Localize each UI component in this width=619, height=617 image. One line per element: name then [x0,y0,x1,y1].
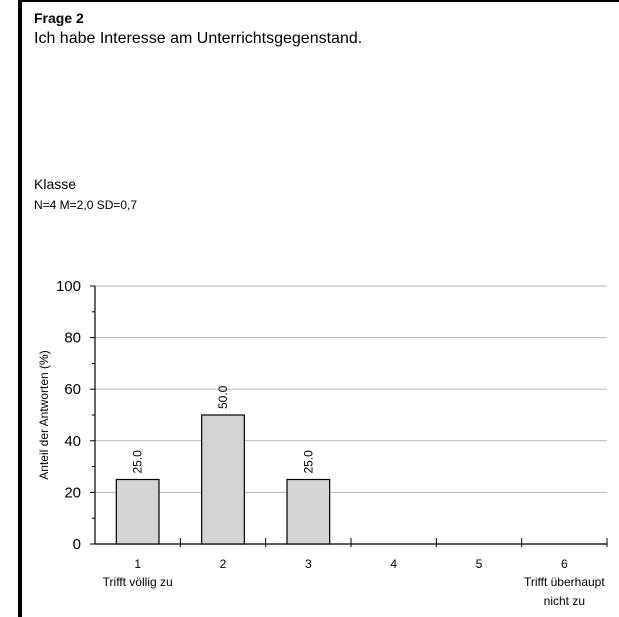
x-tick-label: 2 [220,557,227,571]
bar [286,478,331,545]
frame-left-edge [18,0,20,617]
x-tick-label: 3 [305,557,312,571]
y-tick-label: 100 [56,278,81,295]
bar [201,414,245,545]
x-tick-label: 6 [561,557,568,571]
x-sublabel-last-line2: nicht zu [544,594,585,608]
y-axis-title: Anteil der Antworten (%) [37,350,51,479]
value-label: 50.0 [216,385,230,409]
bar [115,478,160,545]
y-tick-label: 40 [64,433,81,450]
question-text: Ich habe Interesse am Unterrichtsgegenst… [34,30,363,47]
question-title: Frage 2 [34,10,84,26]
x-tick-label: 1 [134,557,141,571]
y-tick-label: 60 [64,381,81,398]
y-tick-label: 80 [64,330,81,347]
y-tick-label: 20 [64,484,81,501]
x-sublabel-first: Trifft völlig zu [103,575,173,589]
x-tick-label: 5 [476,557,483,571]
y-tick-label: 0 [73,536,81,553]
x-tick-label: 4 [390,557,397,571]
x-sublabel-last-line1: Trifft überhaupt [524,575,605,589]
group-label: Klasse [34,176,77,192]
value-label: 25.0 [301,450,315,474]
value-label: 25.0 [131,450,145,474]
stats-line: N=4 M=2,0 SD=0,7 [34,198,138,212]
